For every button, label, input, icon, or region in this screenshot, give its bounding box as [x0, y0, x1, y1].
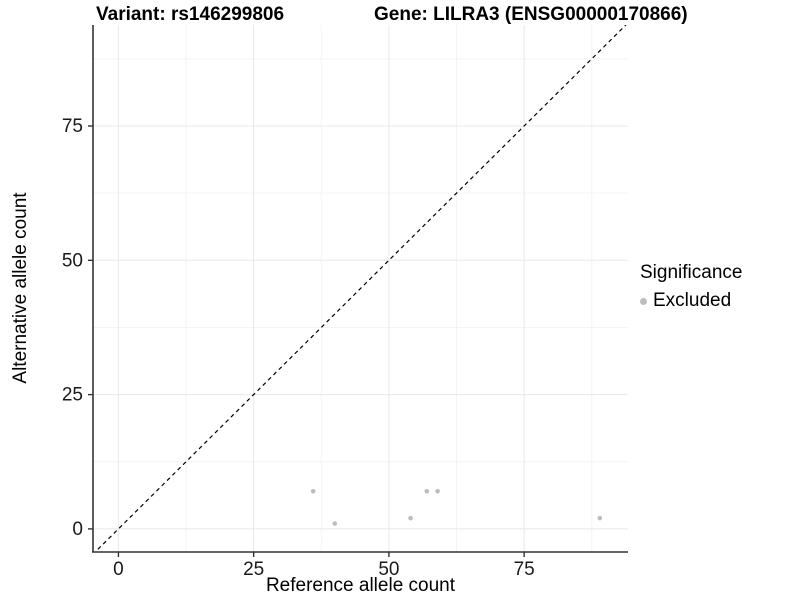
y-axis-title: Alternative allele count [10, 192, 31, 384]
legend: Significance Excluded [640, 261, 742, 313]
gene-title: Gene: LILRA3 (ENSG00000170866) [374, 4, 688, 25]
data-point [435, 488, 440, 494]
data-point [597, 515, 603, 521]
legend-item-label: Excluded [653, 290, 732, 311]
y-tick-label: 25 [62, 385, 83, 406]
x-tick-label: 0 [113, 559, 124, 580]
x-tick-label: 50 [378, 559, 399, 580]
legend-point-icon [640, 297, 647, 305]
identity-line [94, 25, 627, 552]
y-tick-label: 0 [72, 519, 83, 540]
x-tick-label: 25 [243, 559, 264, 580]
x-tick-label: 75 [514, 559, 535, 580]
legend-item-excluded: Excluded [640, 289, 742, 313]
variant-title: Variant: rs146299806 [96, 4, 285, 25]
data-point [310, 488, 316, 494]
x-axis-title: Reference allele count [265, 575, 456, 596]
data-point [424, 488, 430, 494]
data-point [408, 515, 413, 521]
y-tick-label: 75 [62, 116, 83, 137]
data-point [332, 521, 338, 526]
legend-title: Significance [640, 262, 743, 283]
y-tick-label: 50 [62, 250, 83, 271]
